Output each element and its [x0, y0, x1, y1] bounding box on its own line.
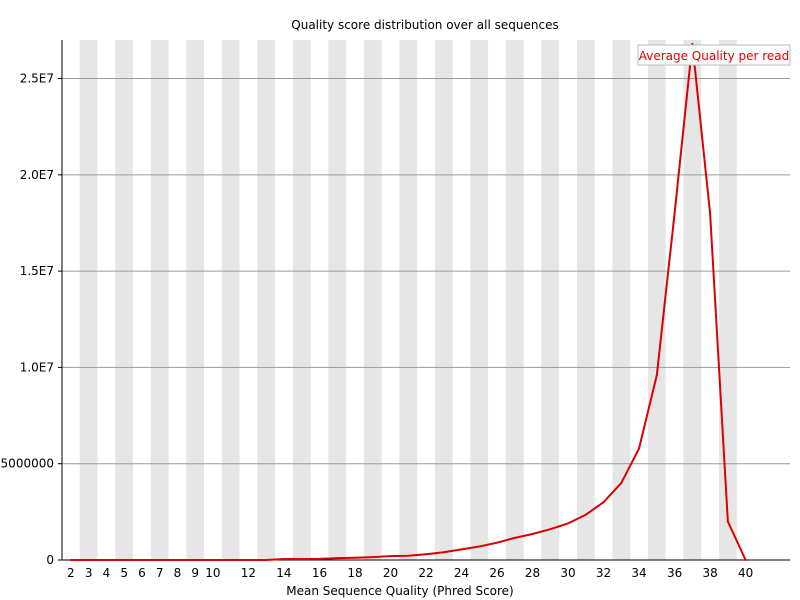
- data-point: [673, 212, 676, 215]
- x-tick-label: 12: [241, 566, 256, 580]
- x-tick-label: 9: [191, 566, 199, 580]
- x-tick-label: 38: [702, 566, 717, 580]
- data-point: [69, 559, 72, 561]
- data-point: [353, 556, 356, 559]
- x-tick-label: 34: [631, 566, 646, 580]
- x-tick-label: 2: [67, 566, 75, 580]
- x-ticks: 2 3 4 5 6 7 8 9 10 12 14 16 18 20 22 24 26 28 30 32 34 36 38 40: [67, 566, 753, 580]
- band: [292, 40, 311, 560]
- data-point: [726, 520, 729, 523]
- data-point: [336, 557, 339, 560]
- horizontal-gridlines: [62, 78, 790, 465]
- chart-title: Quality score distribution over all sequ…: [291, 18, 558, 32]
- x-tick-label: 10: [205, 566, 220, 580]
- x-tick-label: 28: [525, 566, 540, 580]
- data-point: [229, 559, 232, 561]
- data-point: [744, 559, 747, 561]
- data-point: [140, 559, 143, 561]
- band: [505, 40, 524, 560]
- band: [79, 40, 98, 560]
- x-tick-label: 3: [85, 566, 93, 580]
- legend-box: [637, 44, 791, 66]
- data-point: [602, 501, 605, 504]
- data-point: [531, 533, 534, 535]
- band: [470, 40, 489, 560]
- x-tick-label: 14: [276, 566, 291, 580]
- data-point: [620, 481, 623, 484]
- data-point: [638, 447, 641, 450]
- x-tick-label: 30: [560, 566, 575, 580]
- data-point: [460, 548, 463, 551]
- data-point: [318, 557, 321, 560]
- data-point: [478, 545, 481, 548]
- data-point: [123, 559, 126, 561]
- x-tick-label: 22: [418, 566, 433, 580]
- data-point: [655, 374, 658, 377]
- y-tick-label: 1.0E7: [20, 360, 54, 374]
- data-point: [691, 42, 694, 45]
- data-point: [282, 558, 285, 561]
- data-point: [371, 556, 374, 559]
- x-tick-label: 7: [156, 566, 164, 580]
- x-tick-label: 8: [174, 566, 182, 580]
- data-point: [389, 555, 392, 558]
- y-tick-label: 0: [46, 553, 54, 567]
- band: [186, 40, 205, 560]
- band: [683, 40, 702, 560]
- band: [328, 40, 347, 560]
- data-point: [407, 554, 410, 557]
- band: [363, 40, 382, 560]
- data-point: [194, 559, 197, 561]
- x-tick-label: 5: [120, 566, 128, 580]
- legend-label: Average Quality per read: [639, 49, 790, 63]
- band: [612, 40, 631, 560]
- data-point: [513, 536, 516, 539]
- y-ticks: 0 5000000 1.0E7 1.5E7 2.0E7 2.5E7: [1, 72, 62, 567]
- band: [576, 40, 595, 560]
- data-point: [247, 559, 250, 561]
- x-tick-label: 24: [454, 566, 469, 580]
- x-tick-label: 20: [383, 566, 398, 580]
- y-tick-label: 2.0E7: [20, 168, 54, 182]
- x-tick-label: 40: [738, 566, 753, 580]
- band: [399, 40, 418, 560]
- x-tick-label: 36: [667, 566, 682, 580]
- data-point: [105, 559, 108, 561]
- x-tick-label: 18: [347, 566, 362, 580]
- x-axis-label: Mean Sequence Quality (Phred Score): [286, 584, 514, 598]
- x-tick-label: 16: [312, 566, 327, 580]
- band: [221, 40, 240, 560]
- x-tick-label: 26: [489, 566, 504, 580]
- data-point: [425, 553, 427, 556]
- legend: Average Quality per read: [637, 44, 791, 66]
- x-tick-label: 6: [138, 566, 146, 580]
- y-tick-label: 1.5E7: [20, 264, 54, 278]
- y-tick-label: 2.5E7: [20, 72, 54, 86]
- data-point: [265, 559, 268, 561]
- data-point: [549, 528, 552, 531]
- data-point: [496, 541, 499, 544]
- background-bands: [79, 40, 737, 560]
- y-tick-label: 5000000: [1, 457, 54, 471]
- data-point: [87, 559, 90, 561]
- data-point: [709, 212, 712, 215]
- band: [434, 40, 453, 560]
- band: [115, 40, 134, 560]
- band: [541, 40, 560, 560]
- band: [647, 40, 666, 560]
- data-point: [442, 551, 445, 554]
- x-tick-label: 32: [596, 566, 611, 580]
- series-layer: [69, 42, 747, 561]
- data-point: [158, 559, 161, 561]
- x-tick-label: 4: [103, 566, 111, 580]
- data-point: [584, 513, 587, 516]
- data-point: [176, 559, 179, 561]
- band: [150, 40, 169, 560]
- data-point: [211, 559, 214, 561]
- band: [257, 40, 276, 560]
- data-point: [300, 558, 303, 561]
- data-point: [567, 522, 570, 525]
- band: [718, 40, 737, 560]
